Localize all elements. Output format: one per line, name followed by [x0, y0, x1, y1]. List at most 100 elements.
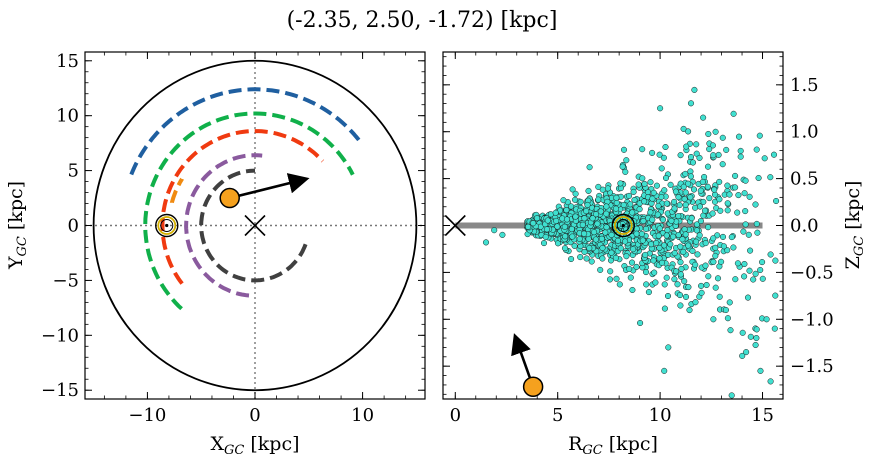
right-object-marker	[522, 376, 544, 398]
star-point	[767, 174, 774, 181]
star-point	[661, 305, 668, 312]
star-point	[642, 225, 650, 232]
left-y-tick-label: 5	[68, 161, 79, 182]
star-point	[576, 235, 583, 242]
star-point	[560, 197, 567, 204]
star-point	[653, 182, 660, 189]
star-point	[613, 199, 620, 206]
star-point	[735, 192, 742, 199]
star-point	[667, 181, 674, 188]
star-point	[714, 275, 722, 282]
star-point	[740, 228, 747, 235]
star-point	[741, 190, 748, 197]
star-point	[635, 181, 642, 188]
star-point	[724, 200, 731, 207]
right-x-axis-label: RGC [kpc]	[568, 433, 658, 458]
star-point	[665, 344, 672, 351]
star-point	[714, 232, 721, 239]
star-point	[732, 276, 739, 283]
star-point	[681, 196, 688, 203]
star-point	[586, 164, 593, 171]
star-point	[711, 186, 718, 193]
star-point	[712, 128, 719, 135]
star-point	[625, 192, 633, 199]
star-point	[660, 154, 667, 161]
star-point	[554, 240, 562, 247]
star-point	[705, 273, 712, 280]
star-point	[759, 259, 766, 266]
right-center-cross-b	[444, 214, 466, 237]
star-point	[746, 267, 753, 274]
star-point	[679, 236, 686, 243]
spiral-arm-3	[169, 177, 184, 204]
star-point	[706, 146, 713, 153]
star-point	[671, 205, 678, 212]
star-point	[696, 154, 703, 161]
star-point	[602, 229, 609, 236]
right-y-tick-label: −1.0	[790, 309, 834, 330]
spiral-arm-4	[160, 129, 325, 285]
star-point	[597, 266, 604, 273]
star-point	[747, 333, 754, 340]
star-point	[670, 233, 677, 240]
star-point	[619, 163, 626, 170]
right-y-axis-label: ZGC [kpc]	[842, 181, 867, 270]
star-point	[599, 255, 606, 262]
star-point	[572, 213, 579, 220]
spiral-arm-5	[184, 153, 263, 298]
star-point	[622, 168, 629, 175]
star-point	[693, 238, 700, 245]
star-point	[704, 183, 711, 190]
star-point	[658, 193, 665, 201]
star-point	[647, 179, 654, 186]
star-point	[599, 186, 606, 193]
star-point	[732, 172, 739, 179]
star-point	[757, 266, 764, 274]
star-point	[687, 153, 695, 161]
star-point	[732, 184, 739, 191]
star-point	[753, 220, 760, 227]
star-point	[698, 282, 705, 289]
star-point	[756, 132, 763, 139]
star-point	[589, 215, 596, 222]
star-point	[676, 292, 684, 299]
star-point	[616, 281, 623, 288]
right-sun-outer-ring	[611, 213, 635, 238]
star-point	[693, 141, 700, 148]
star-point	[697, 187, 704, 194]
star-point	[706, 195, 713, 202]
star-point	[663, 200, 670, 207]
star-point	[663, 274, 670, 281]
star-point	[628, 259, 636, 266]
right-y-tick-label: 0.0	[790, 216, 819, 237]
star-point	[648, 241, 655, 248]
star-point	[623, 253, 630, 260]
star-point	[734, 209, 741, 216]
star-point	[543, 226, 551, 233]
right-y-tick-label: 1.0	[790, 122, 819, 143]
star-point	[638, 230, 645, 237]
star-point	[591, 229, 598, 236]
left-velocity-arrow	[229, 173, 310, 200]
star-point	[637, 319, 644, 327]
star-point	[687, 100, 695, 107]
star-point	[661, 367, 668, 374]
star-point	[662, 174, 670, 182]
left-panel-xy: −10 0 10 −15 −10 −5 0 5 10 15 XGC [kpc] YGC [kpc]	[5, 51, 426, 458]
star-point	[656, 151, 663, 158]
star-point	[677, 302, 684, 309]
star-point	[599, 244, 606, 252]
star-point	[482, 239, 490, 246]
star-point	[676, 202, 683, 209]
star-point	[699, 178, 706, 185]
left-object-marker	[219, 187, 240, 209]
star-point	[728, 234, 735, 241]
left-x-tick-label: 10	[351, 405, 374, 426]
star-point	[620, 201, 627, 209]
star-point	[773, 197, 780, 205]
star-point	[629, 286, 636, 294]
star-point	[682, 170, 689, 177]
star-point	[542, 233, 549, 240]
star-point	[696, 232, 703, 239]
left-sun-yellow-ring	[157, 216, 177, 235]
